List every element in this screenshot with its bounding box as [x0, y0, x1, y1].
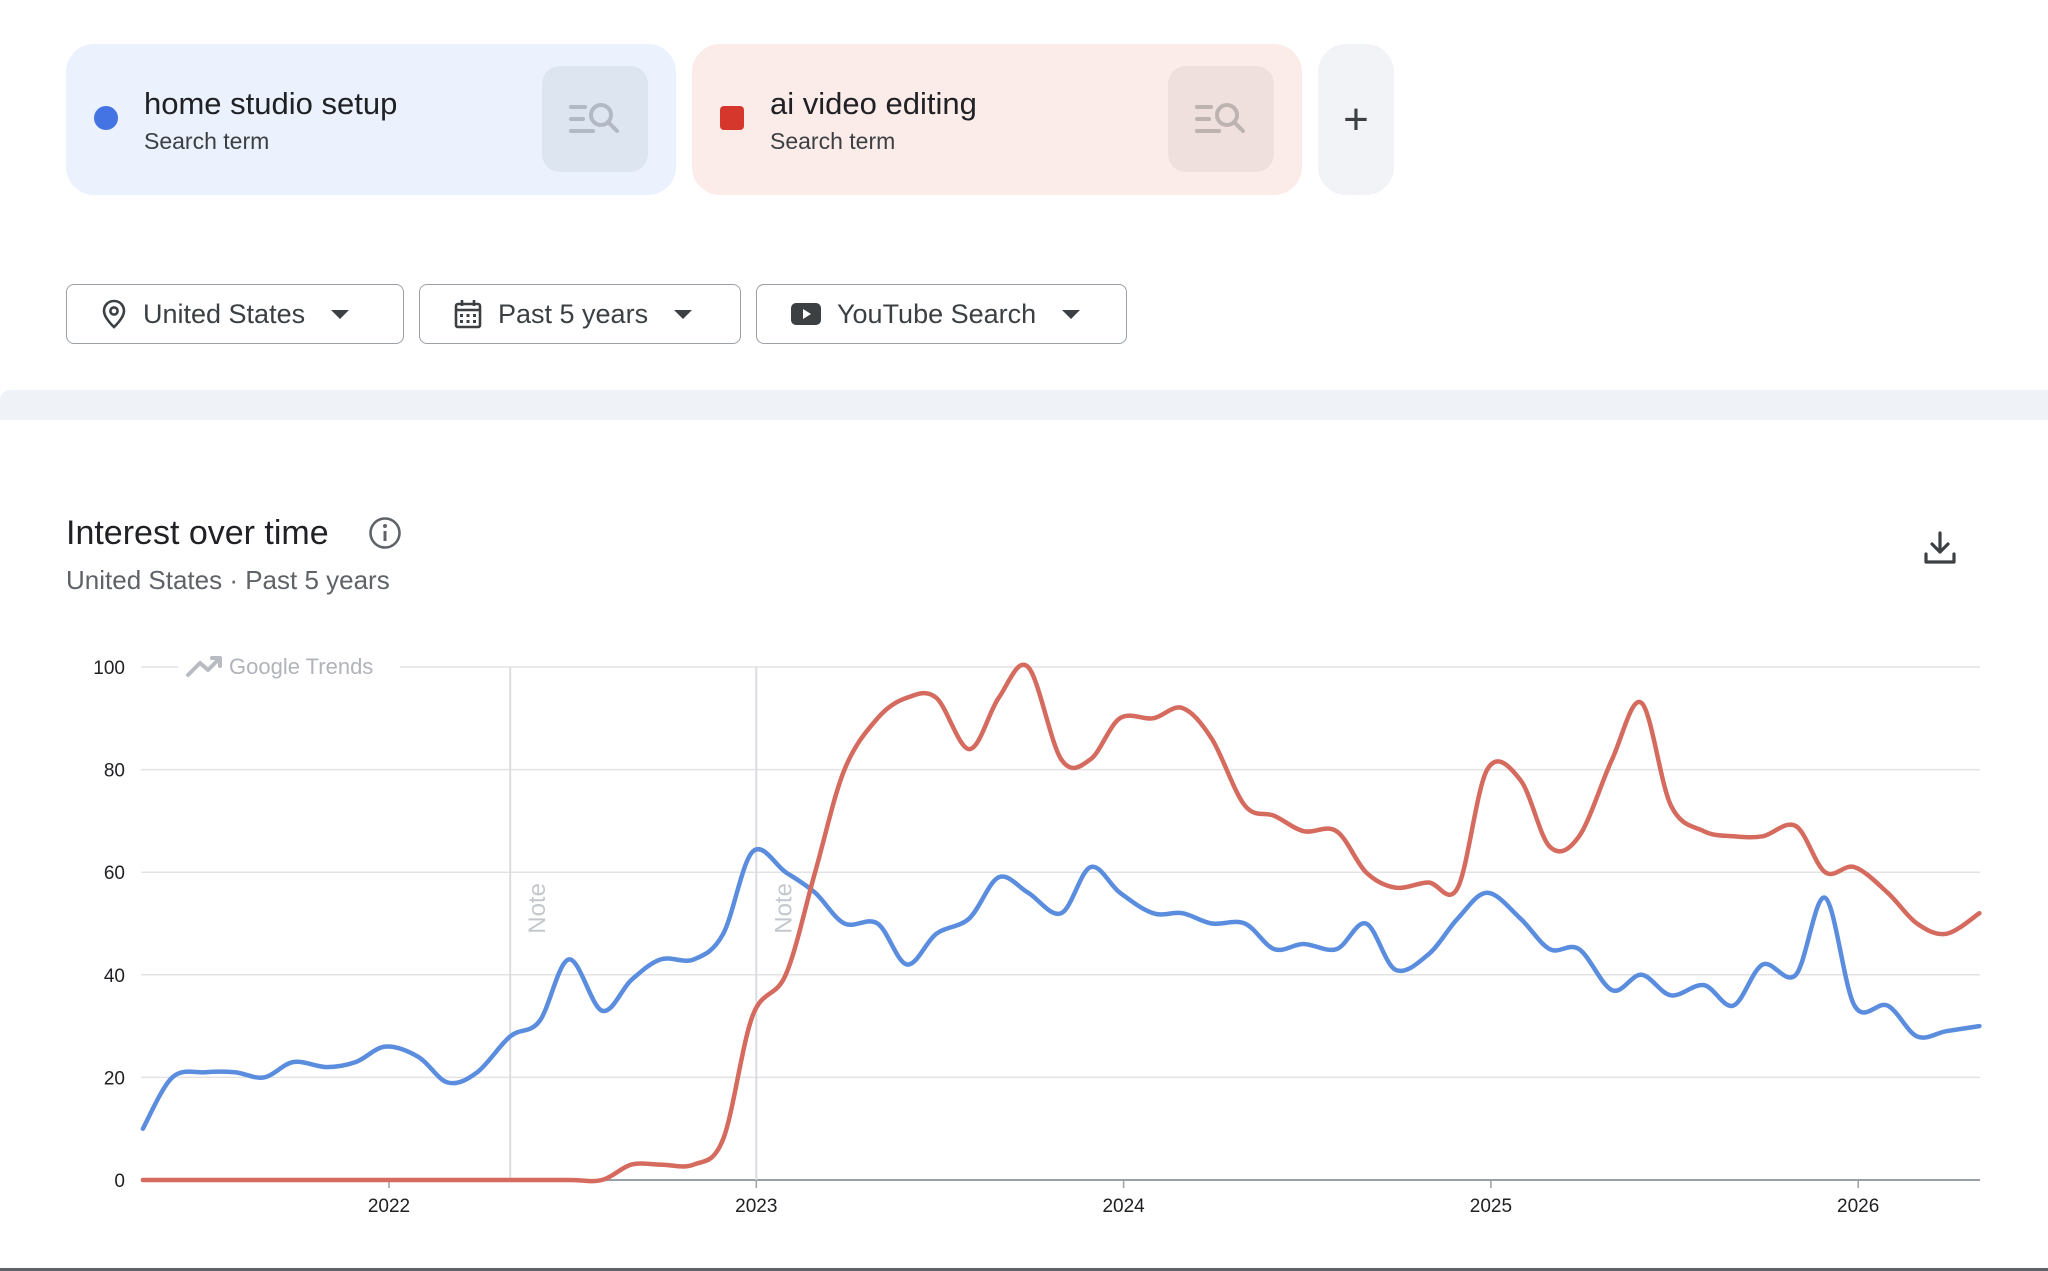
section-subtitle: United States · Past 5 years [66, 565, 390, 595]
add-term-button[interactable]: + [1318, 44, 1394, 195]
y-tick-label: 20 [104, 1068, 125, 1089]
section-title: Interest over time [66, 514, 329, 552]
watermark-text: Google Trends [229, 654, 373, 679]
bottom-divider [0, 1268, 2048, 1271]
location-pin-icon [101, 299, 127, 329]
term-card-ai-video-editing[interactable]: ai video editing Search term [692, 44, 1302, 195]
time-range-filter-label: Past 5 years [498, 298, 649, 329]
chevron-down-icon [331, 309, 350, 319]
series-color-circle-icon [94, 106, 118, 130]
download-icon[interactable] [1922, 530, 1958, 571]
section-divider [0, 390, 2048, 420]
search-property-filter-label: YouTube Search [837, 298, 1037, 329]
term-type: Search term [770, 128, 896, 154]
y-tick-label: 80 [104, 761, 125, 782]
youtube-icon [791, 303, 821, 325]
y-tick-label: 40 [104, 966, 125, 987]
y-tick-label: 0 [114, 1171, 125, 1192]
term-name[interactable]: home studio setup [144, 86, 398, 121]
chevron-down-icon [674, 309, 693, 319]
x-tick-label: 2024 [1102, 1196, 1145, 1217]
search-list-icon [1195, 103, 1245, 133]
term-card-home-studio-setup[interactable]: home studio setup Search term [66, 44, 676, 195]
x-tick-label: 2026 [1837, 1196, 1879, 1217]
interest-over-time-chart: 0 20 40 60 80 100 2022 2023 2024 2025 2026 Note Note… [93, 650, 1982, 1217]
chevron-down-icon [1062, 309, 1081, 319]
series-color-square-icon [720, 106, 744, 130]
location-filter-label: United States [143, 298, 306, 329]
term-name[interactable]: ai video editing [770, 86, 977, 121]
x-tick-label: 2023 [735, 1196, 777, 1217]
y-tick-label: 100 [93, 658, 125, 679]
series-line-home-studio-setup [140, 847, 1982, 1131]
explore-term-button[interactable] [542, 66, 648, 172]
note-label: Note [770, 883, 797, 934]
calendar-icon [454, 299, 482, 329]
note-label: Note [524, 883, 551, 934]
info-icon[interactable] [368, 516, 402, 555]
watermark-background [178, 650, 400, 682]
search-property-filter[interactable]: YouTube Search [756, 284, 1127, 344]
trends-logo-icon [186, 656, 222, 677]
term-type: Search term [144, 128, 270, 154]
x-tick-label: 2022 [368, 1196, 410, 1217]
search-list-icon [569, 103, 619, 133]
explore-term-button[interactable] [1168, 66, 1274, 172]
y-tick-label: 60 [104, 863, 125, 884]
x-tick-label: 2025 [1470, 1196, 1512, 1217]
location-filter[interactable]: United States [66, 284, 404, 344]
series-line-ai-video-editing [140, 662, 1982, 1184]
time-range-filter[interactable]: Past 5 years [419, 284, 741, 344]
